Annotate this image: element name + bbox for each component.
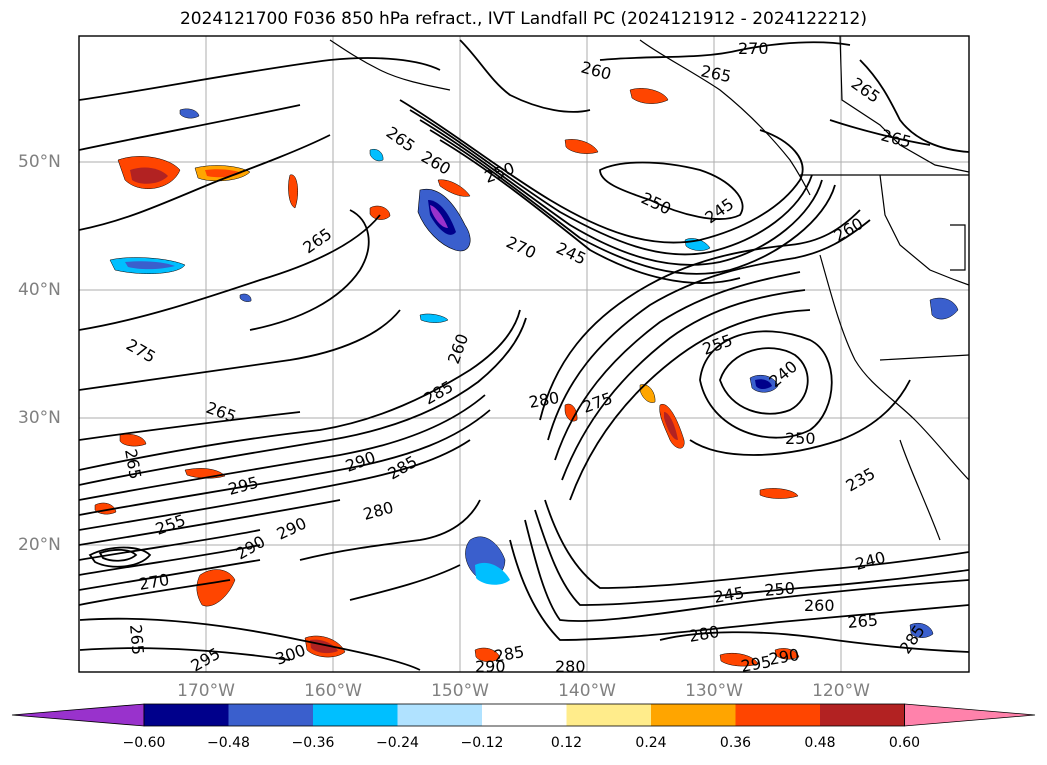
lon-label-170w: 170°W <box>177 681 235 701</box>
colorbar-swatch <box>144 704 229 726</box>
contour-label: 265 <box>126 624 148 656</box>
colorbar-tick-label: 0.24 <box>635 735 667 751</box>
lat-label-20n: 20°N <box>18 535 61 555</box>
graticule <box>79 36 969 672</box>
colorbar-extend-max <box>904 703 1036 727</box>
colorbar-tick-label: −0.24 <box>376 735 419 751</box>
colorbar-swatch <box>313 704 398 726</box>
lat-label-40n: 40°N <box>18 280 61 300</box>
colorbar-extend-min <box>11 703 145 727</box>
lat-label-30n: 30°N <box>18 408 61 428</box>
shaded-anomalies <box>94 88 959 667</box>
map-plot-area: 270 265 260 265 265 265 260 250 250 245 … <box>79 36 969 676</box>
contour-label: 295 <box>739 652 772 676</box>
colorbar <box>11 703 1036 727</box>
contour-label: 250 <box>785 429 816 448</box>
colorbar-swatch <box>651 704 736 726</box>
map-title: 2024121700 F036 850 hPa refract., IVT La… <box>179 9 867 29</box>
contour-label: 290 <box>475 657 506 676</box>
colorbar-swatch <box>482 704 567 726</box>
colorbar-swatch <box>566 704 651 726</box>
contour-label: 270 <box>738 39 769 58</box>
lon-label-160w: 160°W <box>304 681 362 701</box>
contour-label: 280 <box>555 657 586 676</box>
colorbar-tick-label: 0.36 <box>719 735 752 751</box>
colorbar-swatch <box>228 704 313 726</box>
coastlines <box>329 36 969 541</box>
colorbar-swatch <box>735 704 820 726</box>
colorbar-tick-label: −0.36 <box>291 735 335 751</box>
contours <box>79 39 969 671</box>
map-frame <box>78 35 970 673</box>
lon-label-140w: 140°W <box>558 681 616 701</box>
colorbar-tick-label: 0.60 <box>888 735 921 751</box>
contour-label: 250 <box>764 578 796 600</box>
colorbar-tick-label: 0.48 <box>804 735 836 751</box>
lon-label-150w: 150°W <box>431 681 489 701</box>
colorbar-swatch <box>397 704 482 726</box>
lat-label-50n: 50°N <box>18 152 61 172</box>
colorbar-tick-label: −0.12 <box>460 735 504 751</box>
lon-label-130w: 130°W <box>685 681 743 701</box>
colorbar-tick-label: −0.60 <box>122 735 166 751</box>
colorbar-swatch <box>820 704 905 726</box>
colorbar-tick-label: 0.12 <box>550 735 583 751</box>
lon-label-120w: 120°W <box>812 681 870 701</box>
contour-label: 260 <box>804 596 835 615</box>
colorbar-tick-label: −0.48 <box>207 735 250 751</box>
contour-label: 265 <box>847 610 879 632</box>
